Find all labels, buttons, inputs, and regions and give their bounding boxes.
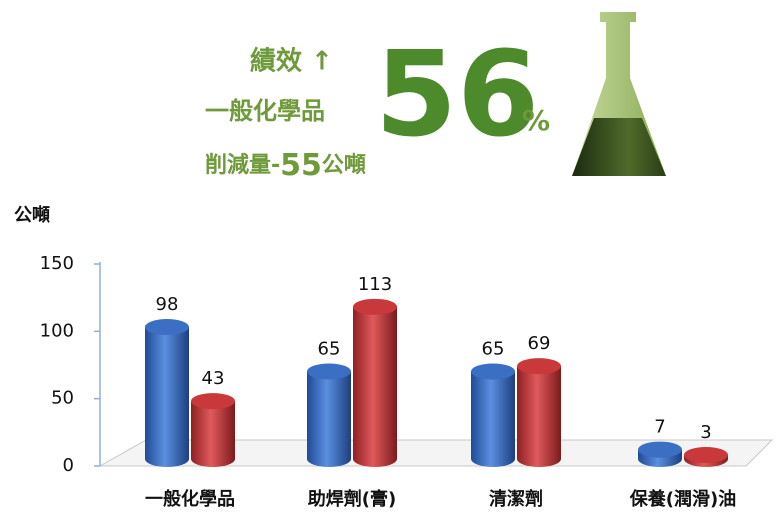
data-label: 113 — [358, 274, 392, 295]
header-line2: 一般化學品 — [205, 97, 325, 125]
header-line1: 績效 ↑ — [250, 46, 333, 77]
y-tick-label: 50 — [51, 388, 74, 409]
unit: 公噸 — [322, 153, 366, 178]
bar-top — [517, 358, 561, 375]
y-tick-label: 100 — [40, 320, 74, 341]
bar-top — [638, 441, 682, 458]
data-label: 65 — [482, 338, 505, 359]
y-axis-label: 公噸 — [14, 204, 50, 226]
bar-top — [353, 298, 397, 315]
data-label: 43 — [202, 368, 225, 389]
bar — [471, 371, 515, 459]
data-label: 69 — [528, 333, 551, 354]
y-tick-label: 150 — [40, 253, 74, 274]
data-label: 3 — [700, 422, 711, 443]
x-tick-label: 保養(潤滑)油 — [629, 488, 736, 510]
number: 55 — [280, 148, 322, 183]
bar-top — [145, 319, 189, 336]
header-percent: % — [522, 104, 550, 137]
flask-icon — [572, 12, 666, 176]
prefix: 削減量- — [205, 153, 280, 178]
bar-top — [307, 363, 351, 380]
bar-top — [191, 393, 235, 410]
bar — [307, 371, 351, 459]
data-label: 98 — [156, 294, 179, 315]
x-tick-label: 清潔劑 — [489, 488, 543, 510]
x-tick-label: 助焊劑(膏) — [308, 488, 396, 510]
header-big-number: 56 — [375, 25, 539, 163]
data-label: 7 — [654, 417, 665, 438]
bar — [145, 327, 189, 459]
bar — [353, 306, 397, 459]
y-tick-label: 0 — [63, 455, 74, 476]
x-tick-label: 一般化學品 — [145, 488, 235, 510]
bar — [191, 401, 235, 459]
data-label: 65 — [318, 338, 341, 359]
bar — [517, 366, 561, 459]
bar-top — [471, 363, 515, 380]
bar-top — [684, 446, 728, 463]
header-line3-prefix: 削減量-55公噸 — [205, 148, 366, 183]
